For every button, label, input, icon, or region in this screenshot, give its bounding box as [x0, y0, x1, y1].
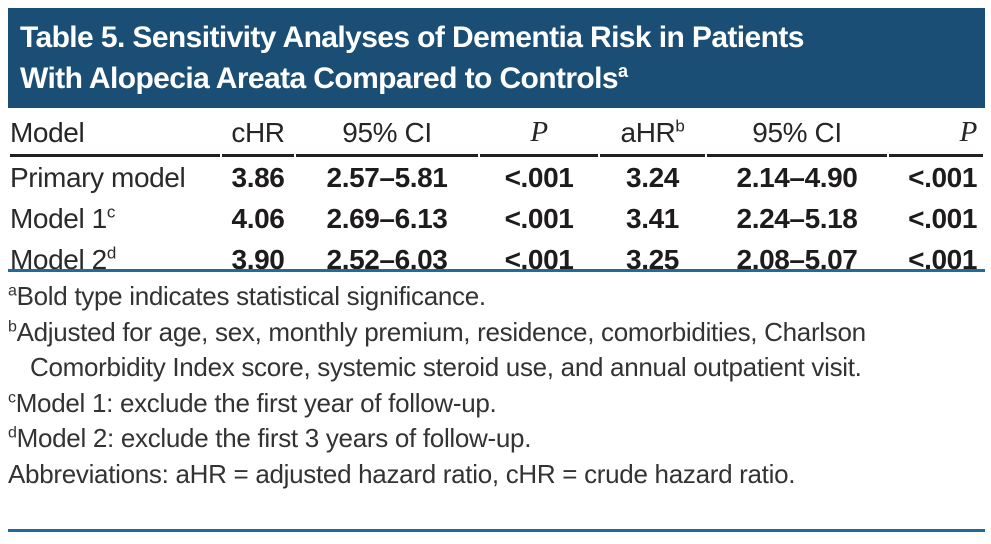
model-footnote-marker: c [106, 202, 116, 222]
ahr-ci-cell: 2.14–4.90 [736, 162, 858, 193]
col-header-chr: cHR [222, 108, 294, 157]
table-row-model-1: Model 1c 4.06 2.69–6.13 <.001 3.41 2.24–… [10, 198, 983, 239]
footnote-marker: a [8, 282, 17, 300]
model-name-cell: Primary model [10, 157, 220, 198]
model-name-cell: Model 1c [10, 198, 220, 239]
footnote-d: dModel 2: exclude the first 3 years of f… [8, 421, 952, 457]
table-row-primary-model: Primary model 3.86 2.57–5.81 <.001 3.24 … [10, 157, 983, 198]
ahr-label: aHR [620, 117, 676, 148]
ahr-p-label: P [959, 116, 978, 148]
footnotes-block: aBold type indicates statistical signifi… [8, 279, 952, 492]
chr-value-cell: 3.90 [231, 244, 285, 275]
footnote-a: aBold type indicates statistical signifi… [8, 279, 952, 315]
ahr-value-cell: 3.24 [626, 162, 679, 193]
footnote-text: Model 1: exclude the first year of follo… [15, 387, 497, 418]
ahr-ci-cell: 2.24–5.18 [736, 203, 858, 234]
footnote-marker: b [8, 317, 17, 335]
footnote-marker: c [8, 388, 16, 406]
chr-value-cell: 3.86 [231, 162, 285, 193]
footnote-text: Bold type indicates statistical signific… [16, 281, 487, 311]
model-name-cell: Model 2d [10, 239, 220, 280]
ahr-footnote-marker: b [675, 116, 685, 136]
results-table: Model cHR 95% CI P aHRb 95% CI P Primary… [8, 108, 985, 280]
footnote-b: bAdjusted for age, sex, monthly premium,… [8, 315, 952, 386]
ahr-p-cell: <.001 [908, 162, 977, 193]
col-header-ahr: aHRb [600, 108, 705, 157]
footnote-abbreviations: Abbreviations: aHR = adjusted hazard rat… [8, 457, 952, 493]
col-header-chr-ci: 95% CI [296, 108, 478, 157]
model-name: Model 1 [10, 203, 107, 234]
chr-p-label: P [530, 116, 548, 148]
col-header-chr-p: P [480, 108, 598, 157]
table-title-line2-text: With Alopecia Areata Compared to Control… [20, 62, 619, 95]
col-header-model: Model [10, 108, 220, 157]
chr-ci-cell: 2.57–5.81 [326, 162, 448, 193]
divider-blue-bottom [8, 529, 985, 532]
table-banner: Table 5. Sensitivity Analyses of Dementi… [8, 8, 985, 108]
col-header-ahr-ci: 95% CI [707, 108, 887, 157]
chr-value-cell: 4.06 [231, 203, 285, 234]
divider-blue-top [8, 269, 985, 272]
footnote-marker: d [8, 424, 17, 442]
chr-ci-cell: 2.52–6.03 [326, 244, 448, 275]
chr-p-cell: <.001 [504, 203, 574, 234]
ahr-ci-cell: 2.08–5.07 [736, 244, 858, 275]
chr-p-cell: <.001 [504, 162, 574, 193]
footnote-text: Adjusted for age, sex, monthly premium, … [16, 316, 867, 383]
ahr-p-cell: <.001 [908, 244, 977, 275]
footnote-text: Abbreviations: aHR = adjusted hazard rat… [8, 458, 796, 489]
chr-p-cell: <.001 [504, 244, 574, 275]
col-header-ahr-p: P [889, 108, 983, 157]
table-title-line1: Table 5. Sensitivity Analyses of Dementi… [20, 21, 804, 54]
footnote-text: Model 2: exclude the first 3 years of fo… [16, 423, 532, 453]
model-footnote-marker: d [106, 243, 116, 263]
ahr-value-cell: 3.41 [626, 203, 679, 234]
ahr-value-cell: 3.25 [626, 244, 679, 275]
chr-ci-cell: 2.69–6.13 [326, 203, 448, 234]
header-row: Model cHR 95% CI P aHRb 95% CI P [10, 108, 983, 157]
title-footnote-marker: a [617, 61, 628, 81]
ahr-p-cell: <.001 [908, 203, 977, 234]
model-name: Primary model [10, 162, 186, 193]
results-table-wrap: Model cHR 95% CI P aHRb 95% CI P Primary… [8, 108, 985, 280]
table-title-line2: With Alopecia Areata Compared to Control… [20, 58, 973, 99]
footnote-c: cModel 1: exclude the first year of foll… [8, 386, 952, 422]
table-row-model-2: Model 2d 3.90 2.52–6.03 <.001 3.25 2.08–… [10, 239, 983, 280]
